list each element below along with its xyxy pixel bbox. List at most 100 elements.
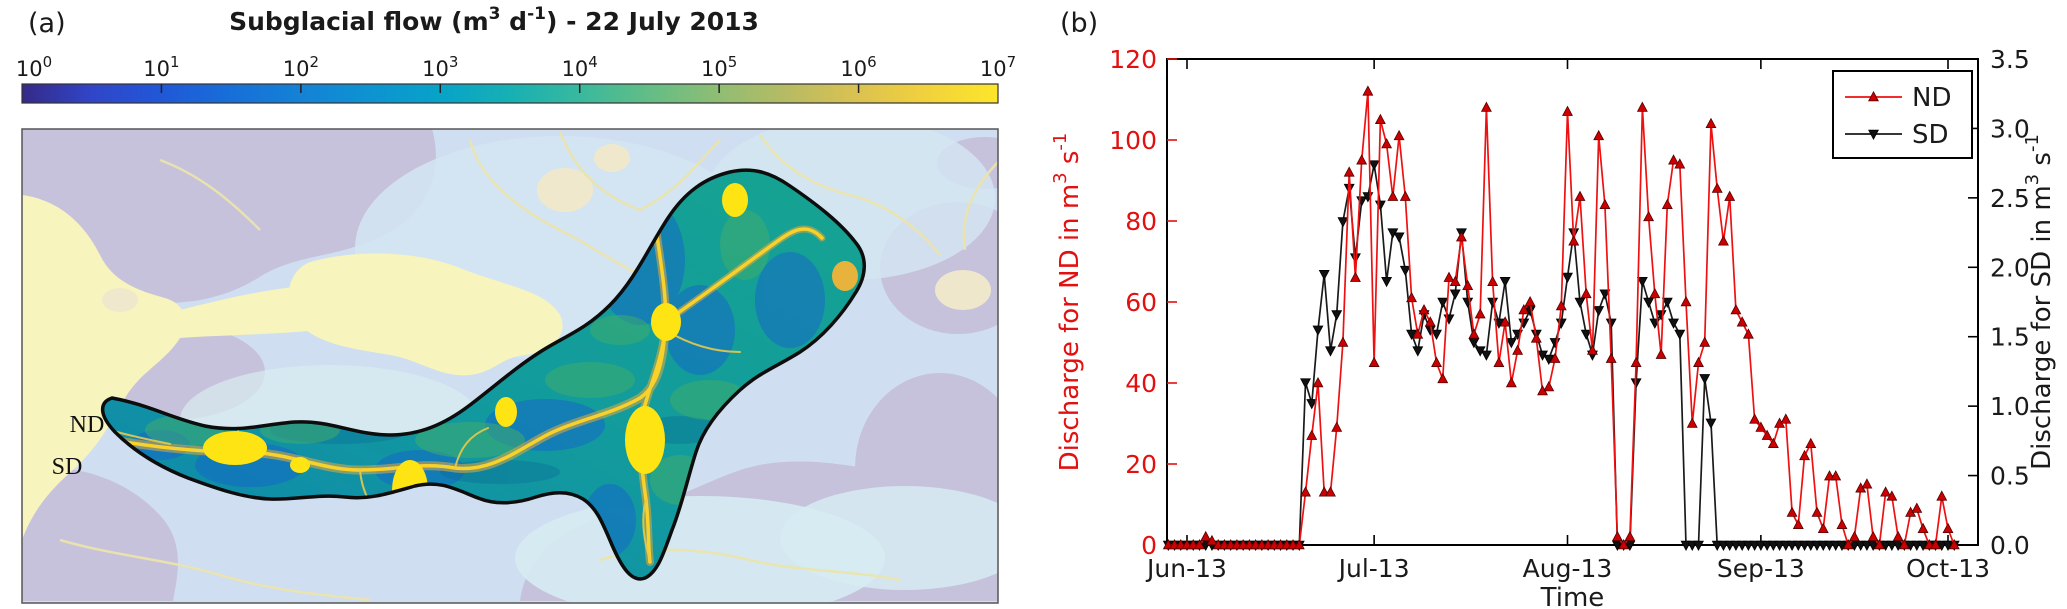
marker [1636,276,1648,288]
marker [1817,522,1829,533]
marker [1892,530,1904,542]
marker [1755,421,1767,432]
legend-marker-nd [1868,90,1879,102]
marker [1518,304,1530,315]
marker [1412,346,1424,357]
marker [1555,318,1567,329]
chart-legend: ND SD [1832,70,1973,159]
marker [1406,329,1418,340]
colorbar-tick-label: 103 [422,53,458,81]
right-tick-label: 0.5 [1990,462,2030,491]
x-tick-label: Aug-13 [1523,554,1613,583]
marker [1331,421,1343,432]
colorbar-tick-label: 105 [701,53,737,81]
x-tick-label: Jun-13 [1145,554,1227,583]
series-line-sd [1168,164,1955,546]
marker [1842,538,1854,550]
map-faded-channels [59,131,998,602]
marker [1325,486,1336,497]
left-tick-label: 100 [1109,126,1157,155]
series-markers-sd [1162,160,1960,552]
left-axis-label: Discharge for ND in m3 s-1 [1050,133,1085,472]
marker [1387,190,1399,201]
marker [1393,129,1405,141]
marker [1680,295,1692,307]
map-frame [21,128,999,604]
marker [1449,289,1461,300]
marker [1668,318,1680,329]
marker [1499,316,1511,327]
left-tick-label: 60 [1125,288,1157,317]
marker [1424,316,1436,327]
marker [1306,399,1318,410]
chart-text: Jun-13 Jul-13 Aug-13 Sep-13 Oct-13 Time 0 20 40 6… [1050,45,2057,609]
marker [1574,190,1586,201]
marker [1761,429,1773,440]
marker [1643,297,1655,309]
marker [1730,304,1742,315]
colorbar-tick-label: 107 [980,53,1016,81]
marker [1693,540,1704,552]
marker [1686,417,1698,428]
panel-a-title: Subglacial flow (m3 d-1) - 22 July 2013 [229,4,759,36]
marker [1437,297,1449,309]
marker [1368,356,1380,367]
marker [1325,346,1336,357]
marker [1300,378,1311,389]
high-flow-patches [203,183,858,520]
marker [1493,356,1505,367]
marker [1412,328,1424,339]
marker [1449,275,1461,286]
marker [1611,530,1623,542]
marker [1724,190,1736,201]
marker [1337,217,1349,228]
marker [1599,198,1611,209]
marker [1693,356,1704,367]
marker [1206,534,1218,546]
right-tick-label: 0.0 [1990,531,2030,560]
marker [1736,316,1748,327]
x-tick-label: Sep-13 [1717,554,1805,583]
right-tick-label: 3.5 [1990,45,2030,74]
marker [1767,437,1779,448]
marker [1555,300,1567,311]
colorbar-tick-label: 100 [16,53,52,81]
left-tick-label: 120 [1109,45,1157,74]
marker [1418,304,1430,315]
panel-a: (a) Subglacial flow (m3 d-1) - 22 July 2… [16,4,1016,604]
marker [1630,356,1642,367]
marker [1505,338,1517,349]
marker [1624,540,1636,552]
marker [1474,308,1486,319]
colorbar-tick-label: 101 [143,53,179,81]
marker [1337,336,1349,347]
colorbar-tick-label: 104 [562,53,598,81]
marker [1530,332,1542,343]
marker [1374,113,1386,124]
marker [1318,270,1330,281]
marker [1293,538,1305,550]
marker [1562,105,1573,116]
marker [1462,279,1474,290]
marker [1655,348,1667,359]
marker [1717,235,1729,246]
marker [1674,158,1686,169]
flow-map: ND SD [22,129,998,603]
left-tick-label: 0 [1141,531,1157,560]
marker [1431,356,1442,367]
x-tick-label: Jul-13 [1337,554,1410,583]
marker [1480,350,1492,361]
marker [1499,276,1511,288]
marker [1312,376,1324,388]
marker [1200,530,1212,542]
marker [1468,328,1480,339]
marker [1593,129,1605,141]
chart-series [1162,85,1960,552]
marker [1786,506,1798,517]
legend-marker-sd [1868,129,1879,141]
marker [1624,530,1636,542]
marker [1362,85,1374,96]
marker [1649,287,1661,299]
chart-axes [1166,58,1979,546]
marker [1349,271,1361,282]
